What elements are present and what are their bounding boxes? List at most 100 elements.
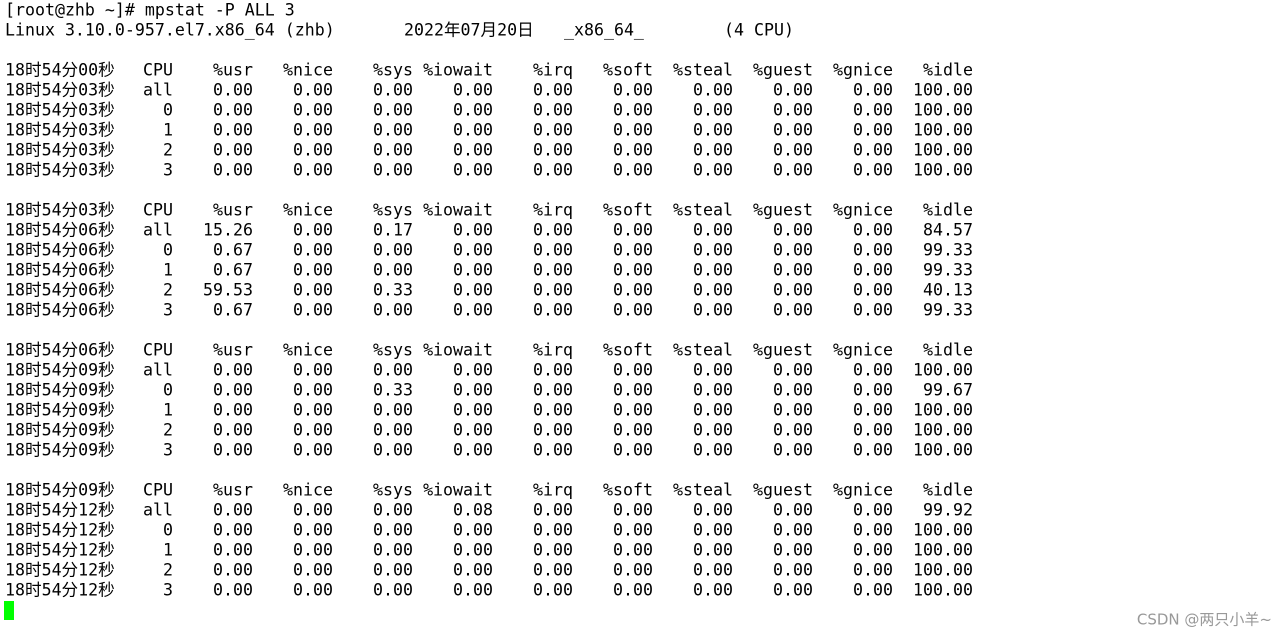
stat-cell: 0.00 xyxy=(773,401,813,420)
stat-cell: 0.00 xyxy=(693,361,733,380)
stat-cell: %sys xyxy=(373,481,413,500)
stat-cell: 0.00 xyxy=(693,301,733,320)
time-cell: 18时54分09秒 xyxy=(5,481,115,500)
cpu-cell: all xyxy=(143,81,173,100)
stat-cell: 0.00 xyxy=(293,401,333,420)
stat-cell: %iowait xyxy=(423,61,493,80)
stat-cell: %steal xyxy=(673,61,733,80)
stat-cell: 99.92 xyxy=(923,501,973,520)
stat-cell: 0.00 xyxy=(773,541,813,560)
stat-cell: 0.00 xyxy=(853,161,893,180)
stat-cell: 0.00 xyxy=(453,121,493,140)
stat-cell: 0.00 xyxy=(373,121,413,140)
stat-cell: 0.00 xyxy=(853,301,893,320)
stat-cell: 0.00 xyxy=(533,521,573,540)
stat-cell: %idle xyxy=(923,61,973,80)
cursor xyxy=(4,601,14,620)
stat-cell: 0.00 xyxy=(453,261,493,280)
stat-cell: 0.00 xyxy=(213,521,253,540)
stat-cell: %soft xyxy=(603,201,653,220)
arch: _x86_64_ xyxy=(564,21,644,40)
stat-cell: %usr xyxy=(213,481,253,500)
stat-cell: 0.00 xyxy=(773,241,813,260)
time-cell: 18时54分03秒 xyxy=(5,161,115,180)
stat-cell: 0.00 xyxy=(293,381,333,400)
stat-cell: %guest xyxy=(753,61,813,80)
stat-cell: 0.00 xyxy=(693,521,733,540)
stat-cell: 0.00 xyxy=(213,361,253,380)
stat-cell: 0.00 xyxy=(613,421,653,440)
stat-cell: 0.17 xyxy=(373,221,413,240)
cpu-cell: CPU xyxy=(143,61,173,80)
stat-cell: 0.00 xyxy=(373,241,413,260)
stat-cell: 0.00 xyxy=(613,541,653,560)
stat-cell: 0.00 xyxy=(373,101,413,120)
stat-cell: 0.00 xyxy=(773,121,813,140)
stat-cell: 0.00 xyxy=(533,581,573,600)
stat-cell: 0.00 xyxy=(773,441,813,460)
stat-cell: %irq xyxy=(533,341,573,360)
stat-cell: %gnice xyxy=(833,341,893,360)
stat-cell: 0.00 xyxy=(533,281,573,300)
stat-cell: %usr xyxy=(213,61,253,80)
stat-cell: 0.00 xyxy=(693,141,733,160)
stat-cell: 0.00 xyxy=(453,221,493,240)
stat-cell: 0.00 xyxy=(293,281,333,300)
stat-cell: 99.67 xyxy=(923,381,973,400)
stat-cell: %irq xyxy=(533,481,573,500)
stat-cell: 0.00 xyxy=(453,381,493,400)
stat-cell: 0.00 xyxy=(453,241,493,260)
stat-cell: 100.00 xyxy=(913,361,973,380)
stat-cell: 100.00 xyxy=(913,421,973,440)
time-cell: 18时54分06秒 xyxy=(5,281,115,300)
stat-cell: 0.00 xyxy=(773,281,813,300)
cpu-cell: 2 xyxy=(163,141,173,160)
stat-cell: 0.00 xyxy=(213,401,253,420)
stat-cell: 0.00 xyxy=(773,101,813,120)
stat-cell: 0.00 xyxy=(453,581,493,600)
stat-cell: 0.00 xyxy=(373,581,413,600)
stat-cell: 0.00 xyxy=(773,381,813,400)
stat-cell: 0.00 xyxy=(693,261,733,280)
stat-cell: %sys xyxy=(373,201,413,220)
cpu-count: (4 CPU) xyxy=(724,21,794,40)
stat-cell: 0.00 xyxy=(613,401,653,420)
time-cell: 18时54分06秒 xyxy=(5,341,115,360)
stat-cell: 100.00 xyxy=(913,141,973,160)
stat-cell: 0.00 xyxy=(853,561,893,580)
stat-cell: 0.00 xyxy=(213,101,253,120)
stat-cell: 0.00 xyxy=(613,361,653,380)
stat-cell: 0.00 xyxy=(853,281,893,300)
stat-cell: 0.00 xyxy=(533,221,573,240)
stat-cell: 0.00 xyxy=(773,521,813,540)
stat-cell: 0.00 xyxy=(453,141,493,160)
cpu-cell: 0 xyxy=(163,241,173,260)
stat-cell: 100.00 xyxy=(913,121,973,140)
stat-cell: %soft xyxy=(603,481,653,500)
stat-cell: 0.00 xyxy=(533,101,573,120)
cpu-cell: CPU xyxy=(143,201,173,220)
stat-cell: 0.00 xyxy=(613,281,653,300)
stat-cell: 0.00 xyxy=(773,501,813,520)
stat-cell: 100.00 xyxy=(913,161,973,180)
stat-cell: 0.00 xyxy=(693,241,733,260)
cpu-cell: 0 xyxy=(163,381,173,400)
stat-cell: 0.00 xyxy=(453,281,493,300)
time-cell: 18时54分03秒 xyxy=(5,141,115,160)
cpu-cell: 3 xyxy=(163,441,173,460)
stat-cell: 0.00 xyxy=(533,121,573,140)
stat-cell: 0.00 xyxy=(373,521,413,540)
stat-cell: 0.00 xyxy=(693,581,733,600)
stat-cell: %iowait xyxy=(423,341,493,360)
stat-cell: 0.00 xyxy=(773,261,813,280)
cpu-cell: 3 xyxy=(163,581,173,600)
stat-cell: 0.00 xyxy=(373,301,413,320)
time-cell: 18时54分09秒 xyxy=(5,421,115,440)
cpu-cell: all xyxy=(143,221,173,240)
command-line: [root@zhb ~]# mpstat -P ALL 3 xyxy=(5,1,295,20)
stat-cell: 0.00 xyxy=(293,261,333,280)
time-cell: 18时54分12秒 xyxy=(5,541,115,560)
stat-cell: %iowait xyxy=(423,481,493,500)
stat-cell: %irq xyxy=(533,201,573,220)
